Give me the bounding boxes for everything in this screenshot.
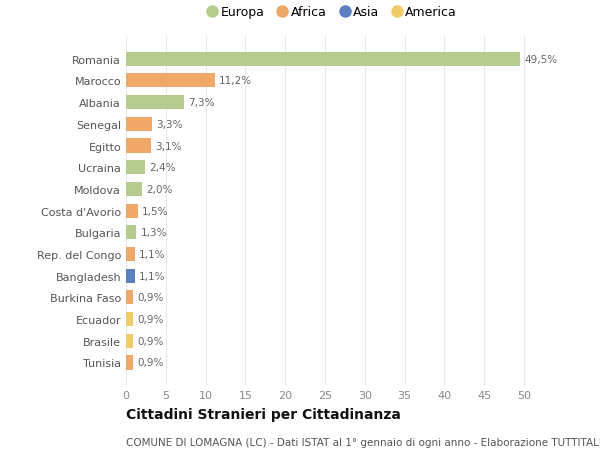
Text: 11,2%: 11,2% bbox=[219, 76, 252, 86]
Bar bbox=[126, 226, 136, 240]
Text: Cittadini Stranieri per Cittadinanza: Cittadini Stranieri per Cittadinanza bbox=[126, 407, 401, 421]
Text: 3,1%: 3,1% bbox=[155, 141, 181, 151]
Bar bbox=[126, 139, 151, 153]
Text: 0,9%: 0,9% bbox=[137, 314, 164, 325]
Text: 1,1%: 1,1% bbox=[139, 249, 165, 259]
Bar bbox=[126, 269, 135, 283]
Bar bbox=[126, 291, 133, 305]
Bar bbox=[126, 118, 152, 132]
Bar bbox=[126, 356, 133, 369]
Bar bbox=[126, 96, 184, 110]
Bar bbox=[126, 247, 135, 262]
Text: 1,5%: 1,5% bbox=[142, 206, 169, 216]
Text: 1,1%: 1,1% bbox=[139, 271, 165, 281]
Bar bbox=[126, 183, 142, 196]
Bar bbox=[126, 74, 215, 88]
Bar bbox=[126, 161, 145, 175]
Text: 2,0%: 2,0% bbox=[146, 185, 172, 195]
Bar bbox=[126, 53, 520, 67]
Bar bbox=[126, 204, 138, 218]
Bar bbox=[126, 334, 133, 348]
Text: 1,3%: 1,3% bbox=[140, 228, 167, 238]
Text: 0,9%: 0,9% bbox=[137, 336, 164, 346]
Text: 0,9%: 0,9% bbox=[137, 293, 164, 303]
Text: COMUNE DI LOMAGNA (LC) - Dati ISTAT al 1° gennaio di ogni anno - Elaborazione TU: COMUNE DI LOMAGNA (LC) - Dati ISTAT al 1… bbox=[126, 437, 600, 447]
Legend: Europa, Africa, Asia, America: Europa, Africa, Asia, America bbox=[204, 1, 462, 24]
Text: 2,4%: 2,4% bbox=[149, 163, 176, 173]
Bar bbox=[126, 312, 133, 326]
Text: 7,3%: 7,3% bbox=[188, 98, 215, 108]
Text: 0,9%: 0,9% bbox=[137, 358, 164, 368]
Text: 49,5%: 49,5% bbox=[524, 55, 557, 65]
Text: 3,3%: 3,3% bbox=[156, 119, 183, 129]
